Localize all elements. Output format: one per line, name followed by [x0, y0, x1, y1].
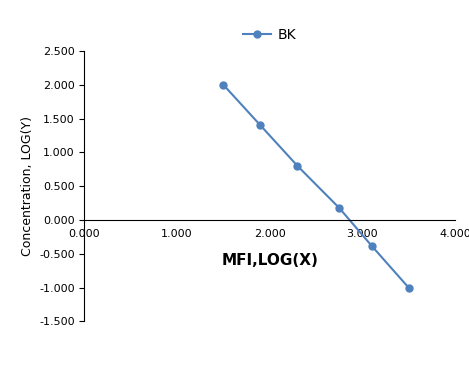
Y-axis label: Concentration, LOG(Y): Concentration, LOG(Y): [21, 116, 33, 256]
BK: [406, 285, 411, 290]
Legend: BK: BK: [237, 23, 302, 48]
BK: [336, 205, 342, 210]
BK: [257, 123, 263, 128]
Line: BK: BK: [220, 81, 412, 291]
BK: [220, 82, 226, 87]
X-axis label: MFI,LOG(X): MFI,LOG(X): [221, 253, 318, 268]
BK: [369, 243, 374, 248]
BK: [295, 163, 300, 168]
